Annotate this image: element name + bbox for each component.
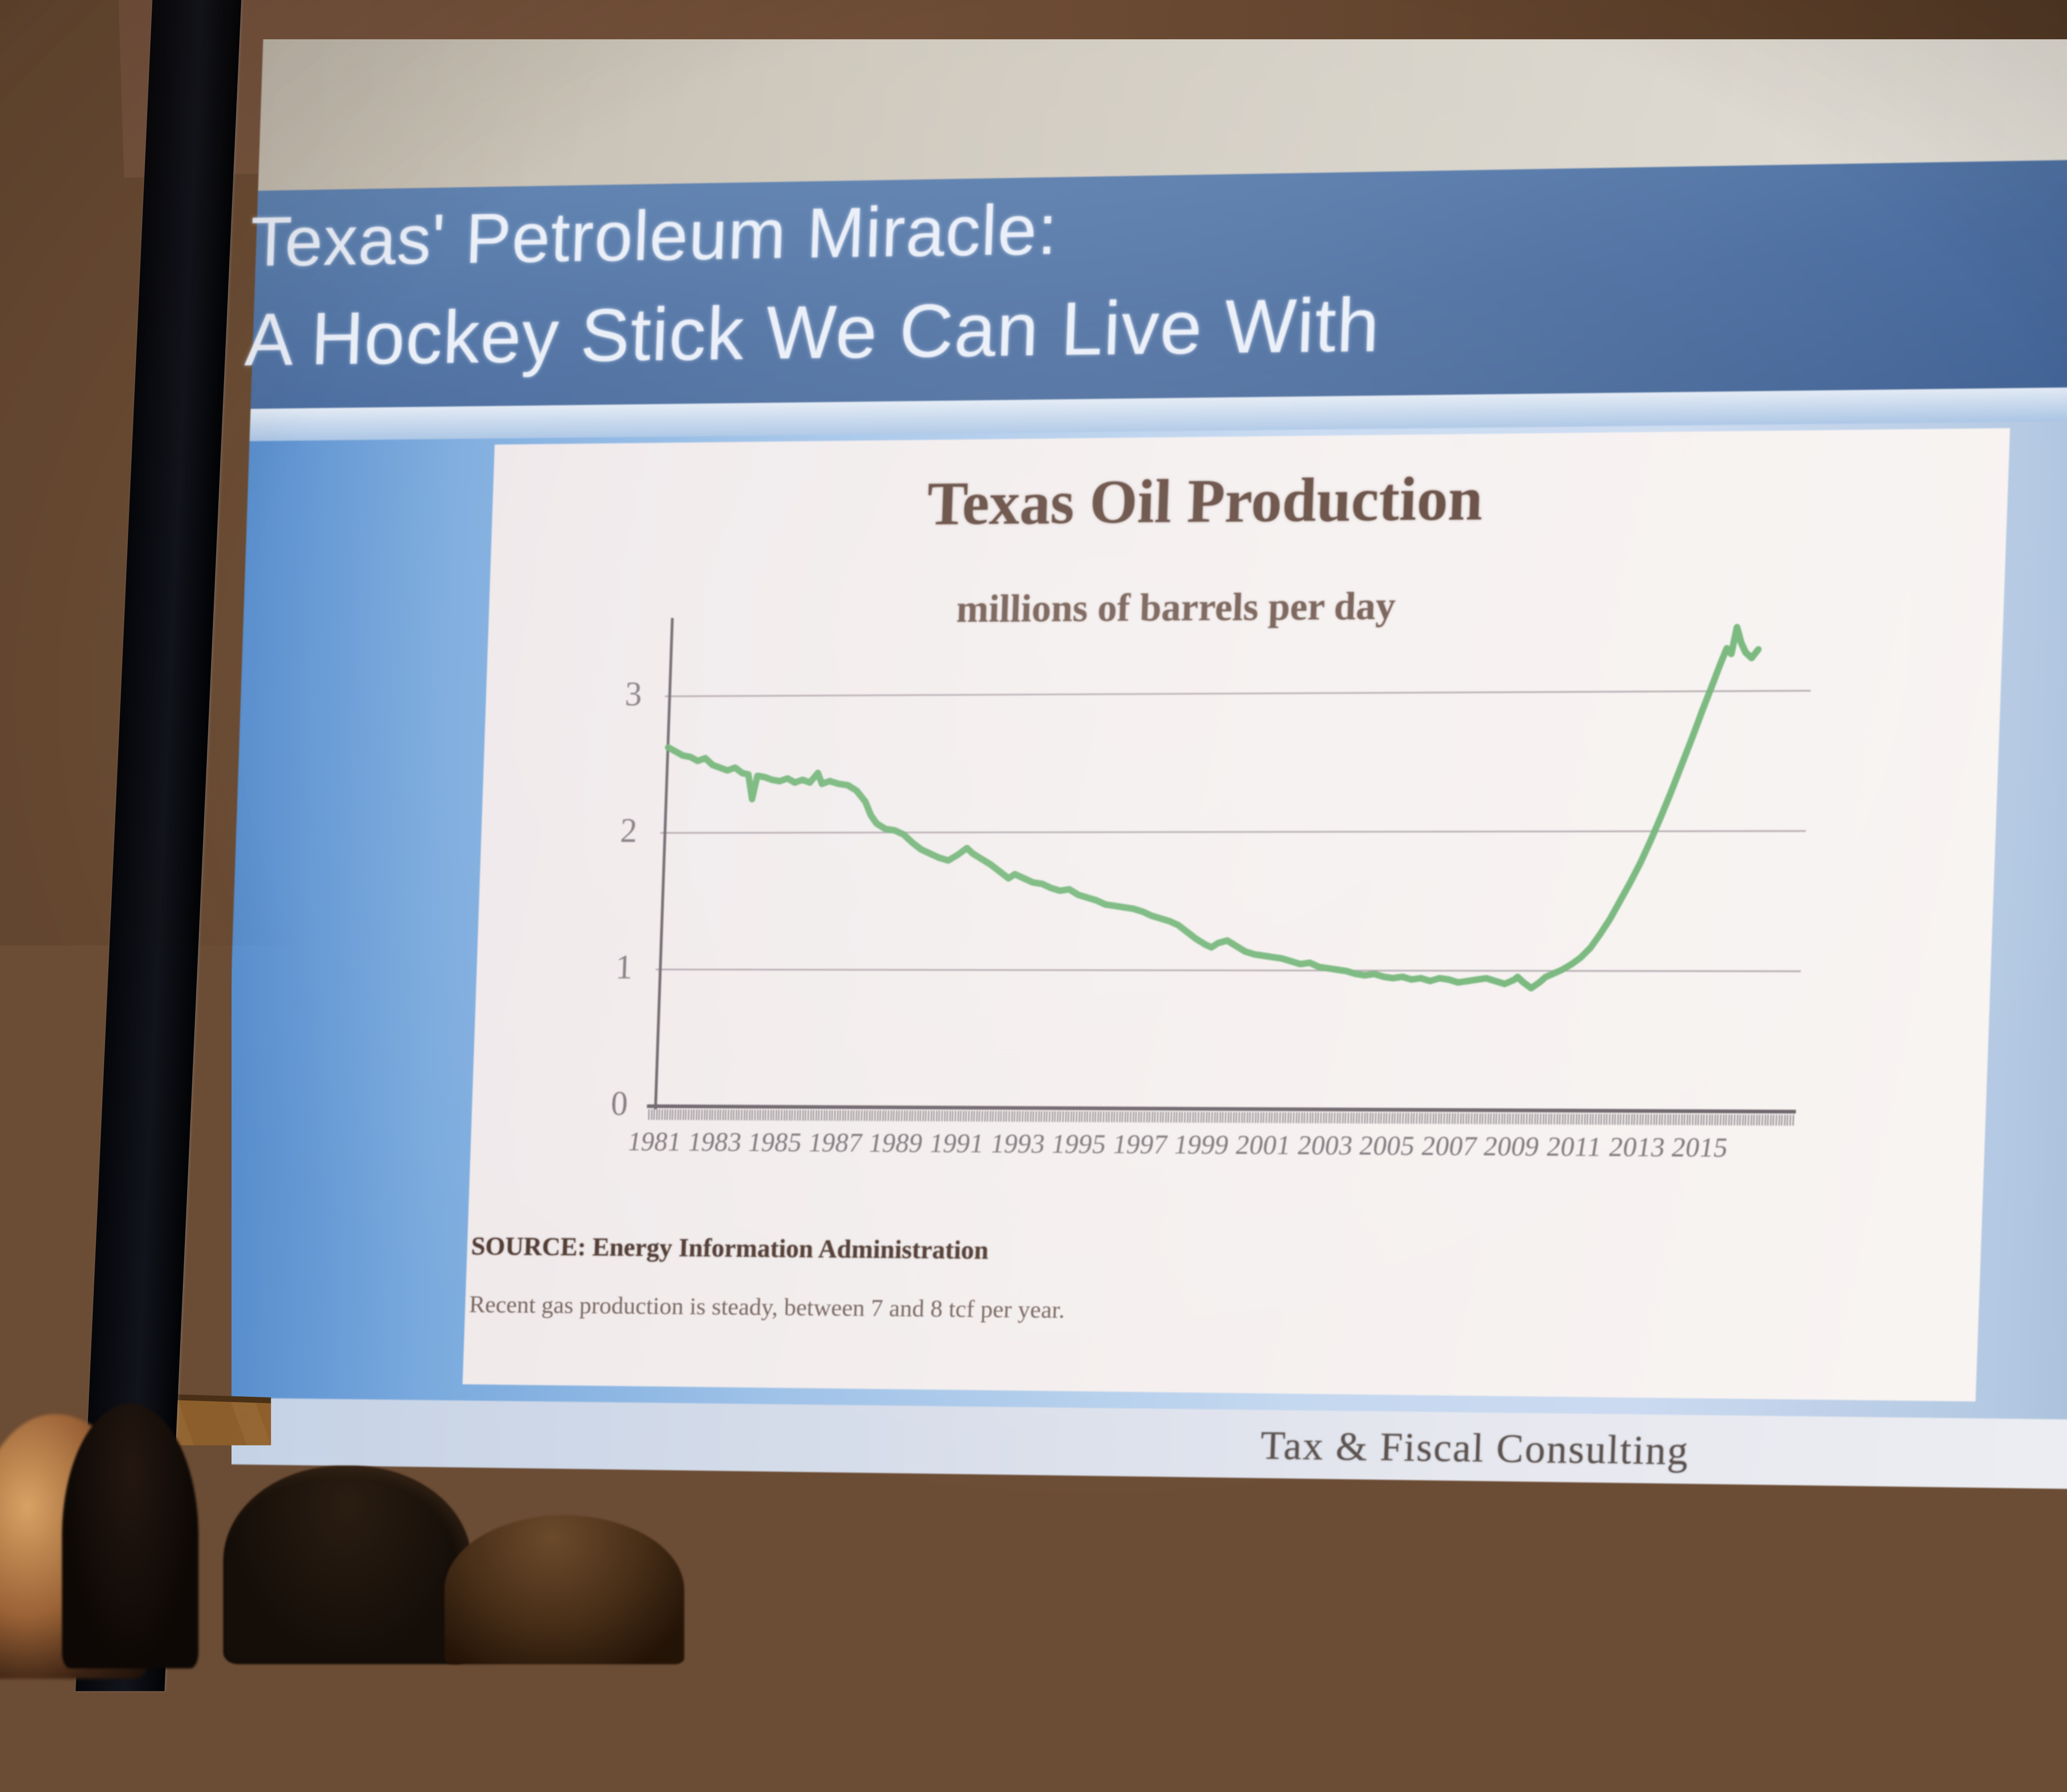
gas-production-note: Recent gas production is steady, between…: [469, 1290, 1065, 1324]
source-note: SOURCE: Energy Information Administratio…: [471, 1231, 989, 1265]
oil-production-line: [660, 627, 1759, 989]
presentation-slide: Texas' Petroleum Miracle: A Hockey Stick…: [232, 39, 2067, 1588]
bottom-shadow: [0, 1567, 2067, 1654]
projection-screen: Texas' Petroleum Miracle: A Hockey Stick…: [232, 39, 2067, 1588]
oil-production-chart: [232, 39, 2067, 1588]
